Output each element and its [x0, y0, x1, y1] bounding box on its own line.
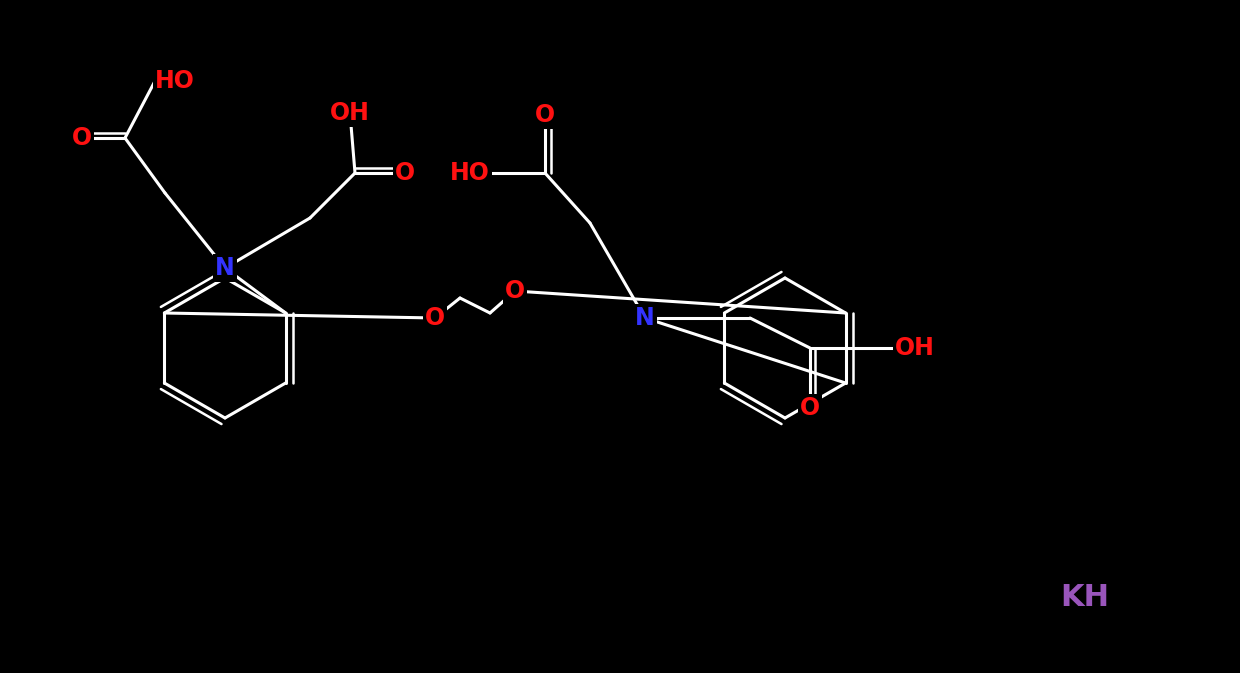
Text: KH: KH	[1060, 583, 1110, 612]
Text: OH: OH	[895, 336, 935, 360]
Text: HO: HO	[450, 161, 490, 185]
Text: OH: OH	[330, 101, 370, 125]
Text: O: O	[505, 279, 525, 303]
Text: N: N	[215, 256, 234, 280]
Text: O: O	[800, 396, 820, 420]
Text: N: N	[635, 306, 655, 330]
Text: O: O	[394, 161, 415, 185]
Text: HO: HO	[155, 69, 195, 93]
Text: O: O	[534, 103, 556, 127]
Text: O: O	[72, 126, 92, 150]
Text: O: O	[425, 306, 445, 330]
